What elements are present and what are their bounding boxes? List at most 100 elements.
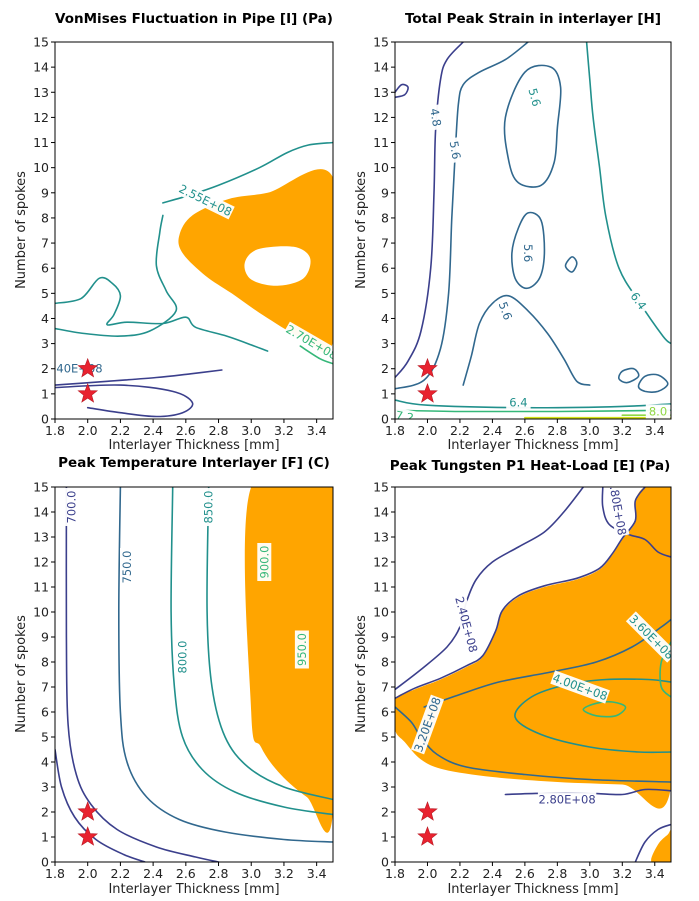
x-tick-label: 2.8 (547, 866, 567, 881)
y-tick-label: 13 (33, 530, 49, 545)
contour-line (462, 294, 591, 386)
y-tick-label: 11 (373, 135, 389, 150)
y-axis-label: Number of spokes (14, 171, 29, 289)
contour-label-group: 900.0 (257, 542, 272, 581)
contour-line (65, 487, 220, 862)
y-tick-label: 6 (381, 705, 389, 720)
contour-label-backing (446, 136, 465, 164)
contour-panel-1: 4.85.65.65.65.6 6.46.47.2 8.01.8 2.0 2.2 2.4 2… (373, 35, 672, 438)
y-tick-label: 1 (41, 830, 49, 845)
y-tick-label: 13 (373, 85, 389, 100)
y-tick-label: 3 (41, 780, 49, 795)
contour-label: 6.4 (509, 396, 527, 410)
contour-label-backing (410, 694, 445, 755)
contour-label-backing (294, 630, 309, 669)
x-tick-label: 2.2 (110, 423, 130, 438)
x-tick-label: 2.0 (78, 423, 98, 438)
contour-line (618, 367, 640, 384)
contour-label: 750.0 (120, 551, 134, 584)
x-tick-label: 3.2 (274, 866, 294, 881)
star-marker (417, 383, 438, 403)
y-tick-label: 4 (381, 755, 389, 770)
contour-line (395, 42, 464, 379)
x-tick-label: 3.2 (612, 866, 632, 881)
y-tick-label: 5 (381, 730, 389, 745)
contour-label-backing (605, 487, 630, 537)
y-tick-label: 10 (373, 160, 389, 175)
contour-line (55, 748, 146, 862)
contour-line (585, 42, 671, 345)
contour-label-group: 2.40E+08 (452, 594, 481, 655)
contour-label-backing (120, 548, 134, 586)
filled-region (651, 830, 671, 862)
y-tick-label: 2 (41, 805, 49, 820)
y-tick-label: 12 (33, 110, 49, 125)
y-tick-label: 0 (41, 412, 49, 427)
contour-label-backing (64, 488, 79, 526)
axes-frame (394, 486, 672, 863)
contour-line (564, 256, 578, 273)
y-tick-label: 10 (33, 605, 49, 620)
panel-title-strain: Total Peak Strain in interlayer [H] (405, 11, 661, 27)
x-tick-label: 3.4 (307, 423, 327, 438)
x-tick-label: 3.4 (645, 866, 665, 881)
y-tick-label: 5 (381, 286, 389, 301)
contour-label-group: 5.6 (524, 83, 545, 111)
y-tick-label: 5 (41, 286, 49, 301)
contour-line (582, 700, 627, 718)
contour-label-group: 2.80E+08 (537, 792, 597, 807)
x-tick-label: 3.0 (580, 866, 600, 881)
star-marker (417, 357, 438, 378)
filled-region (178, 169, 333, 354)
contour-line (395, 42, 529, 390)
y-tick-label: 0 (381, 412, 389, 427)
y-tick-label: 0 (41, 855, 49, 870)
contour-label-backing (395, 407, 418, 419)
x-tick-label: 2.0 (418, 866, 438, 881)
contour-label-group: 5.6 (494, 297, 517, 325)
contour-label-backing (426, 104, 445, 131)
x-tick-label: 2.2 (450, 866, 470, 881)
contour-line (395, 706, 671, 783)
y-axis-label: Number of spokes (354, 615, 369, 733)
contour-label-group: 800.0 (175, 638, 190, 676)
x-tick-label: 1.8 (45, 423, 65, 438)
contour-label-group: 700.0 (64, 488, 79, 526)
contour-label-backing (175, 638, 190, 676)
y-tick-label: 1 (41, 386, 49, 401)
contour-label-group: 5.6 (446, 136, 465, 164)
contour-label-backing (176, 181, 235, 220)
contour-label-backing (645, 404, 671, 419)
x-tick-label: 2.2 (450, 423, 470, 438)
contour-label-group: 6.4 (625, 286, 652, 315)
contour-line (637, 373, 669, 393)
contour-label-backing (625, 286, 652, 315)
x-axis-label: Interlayer Thickness [mm] (447, 882, 618, 897)
contour-label: 8.0 (649, 405, 667, 419)
y-tick-label: 6 (41, 705, 49, 720)
contour-line (395, 399, 671, 409)
y-tick-label: 14 (373, 60, 389, 75)
y-tick-label: 1 (381, 386, 389, 401)
contour-label: 950.0 (295, 633, 309, 666)
y-tick-label: 9 (381, 185, 389, 200)
y-tick-label: 15 (33, 35, 49, 50)
panel-title-vonmises: VonMises Fluctuation in Pipe [I] (Pa) (55, 11, 333, 27)
contour-panel-2: 700.0 750.0 800.0 850.0 900.0 950.0 1.8 2.0 2.2 2… (33, 480, 334, 881)
contour-label: 7.2 (394, 408, 414, 425)
star-marker (417, 826, 438, 846)
x-tick-label: 3.4 (645, 423, 665, 438)
x-tick-label: 2.8 (209, 866, 229, 881)
y-tick-label: 4 (41, 311, 49, 326)
y-tick-label: 14 (33, 60, 49, 75)
contour-panel-3: 2.80E+082.40E+083.20E+084.00E+083.60E+08… (373, 480, 672, 881)
y-tick-label: 4 (41, 755, 49, 770)
x-tick-label: 3.2 (612, 423, 632, 438)
contour-line (634, 823, 671, 862)
x-tick-label: 3.0 (241, 866, 261, 881)
contour-line (55, 276, 269, 352)
contour-label-group: 5.6 (521, 240, 536, 266)
y-tick-label: 8 (381, 210, 389, 225)
contour-label-group: 750.0 (120, 548, 134, 586)
panel-title-temperature: Peak Temperature Interlayer [F] (C) (58, 455, 330, 471)
